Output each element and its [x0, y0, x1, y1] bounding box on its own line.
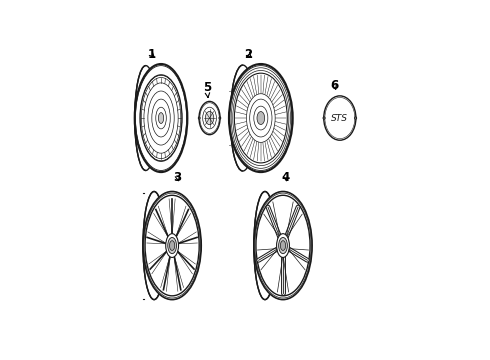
Ellipse shape — [158, 113, 164, 123]
Text: 4: 4 — [282, 171, 290, 184]
Ellipse shape — [135, 66, 157, 171]
Ellipse shape — [230, 65, 255, 171]
Ellipse shape — [246, 94, 275, 142]
Text: 5: 5 — [203, 81, 211, 98]
Ellipse shape — [254, 192, 312, 300]
Text: 6: 6 — [330, 79, 339, 92]
Ellipse shape — [257, 112, 265, 125]
Ellipse shape — [205, 111, 214, 125]
Ellipse shape — [166, 234, 178, 257]
Ellipse shape — [170, 241, 175, 251]
Ellipse shape — [140, 75, 182, 161]
Ellipse shape — [145, 195, 199, 296]
Text: 3: 3 — [173, 171, 182, 184]
Ellipse shape — [229, 64, 293, 172]
Ellipse shape — [198, 117, 200, 119]
Ellipse shape — [256, 195, 310, 296]
Ellipse shape — [324, 96, 356, 140]
Ellipse shape — [276, 234, 290, 257]
Ellipse shape — [323, 117, 325, 119]
Ellipse shape — [280, 241, 286, 251]
Ellipse shape — [234, 73, 287, 163]
Ellipse shape — [279, 238, 287, 254]
Ellipse shape — [219, 117, 220, 119]
Ellipse shape — [355, 117, 357, 119]
Ellipse shape — [199, 102, 220, 135]
Text: 1: 1 — [147, 48, 155, 61]
Ellipse shape — [143, 192, 201, 300]
Ellipse shape — [168, 238, 176, 254]
Ellipse shape — [135, 64, 187, 172]
Text: STS: STS — [331, 113, 348, 122]
Text: 2: 2 — [245, 48, 252, 61]
Ellipse shape — [254, 192, 276, 300]
Ellipse shape — [143, 192, 165, 300]
